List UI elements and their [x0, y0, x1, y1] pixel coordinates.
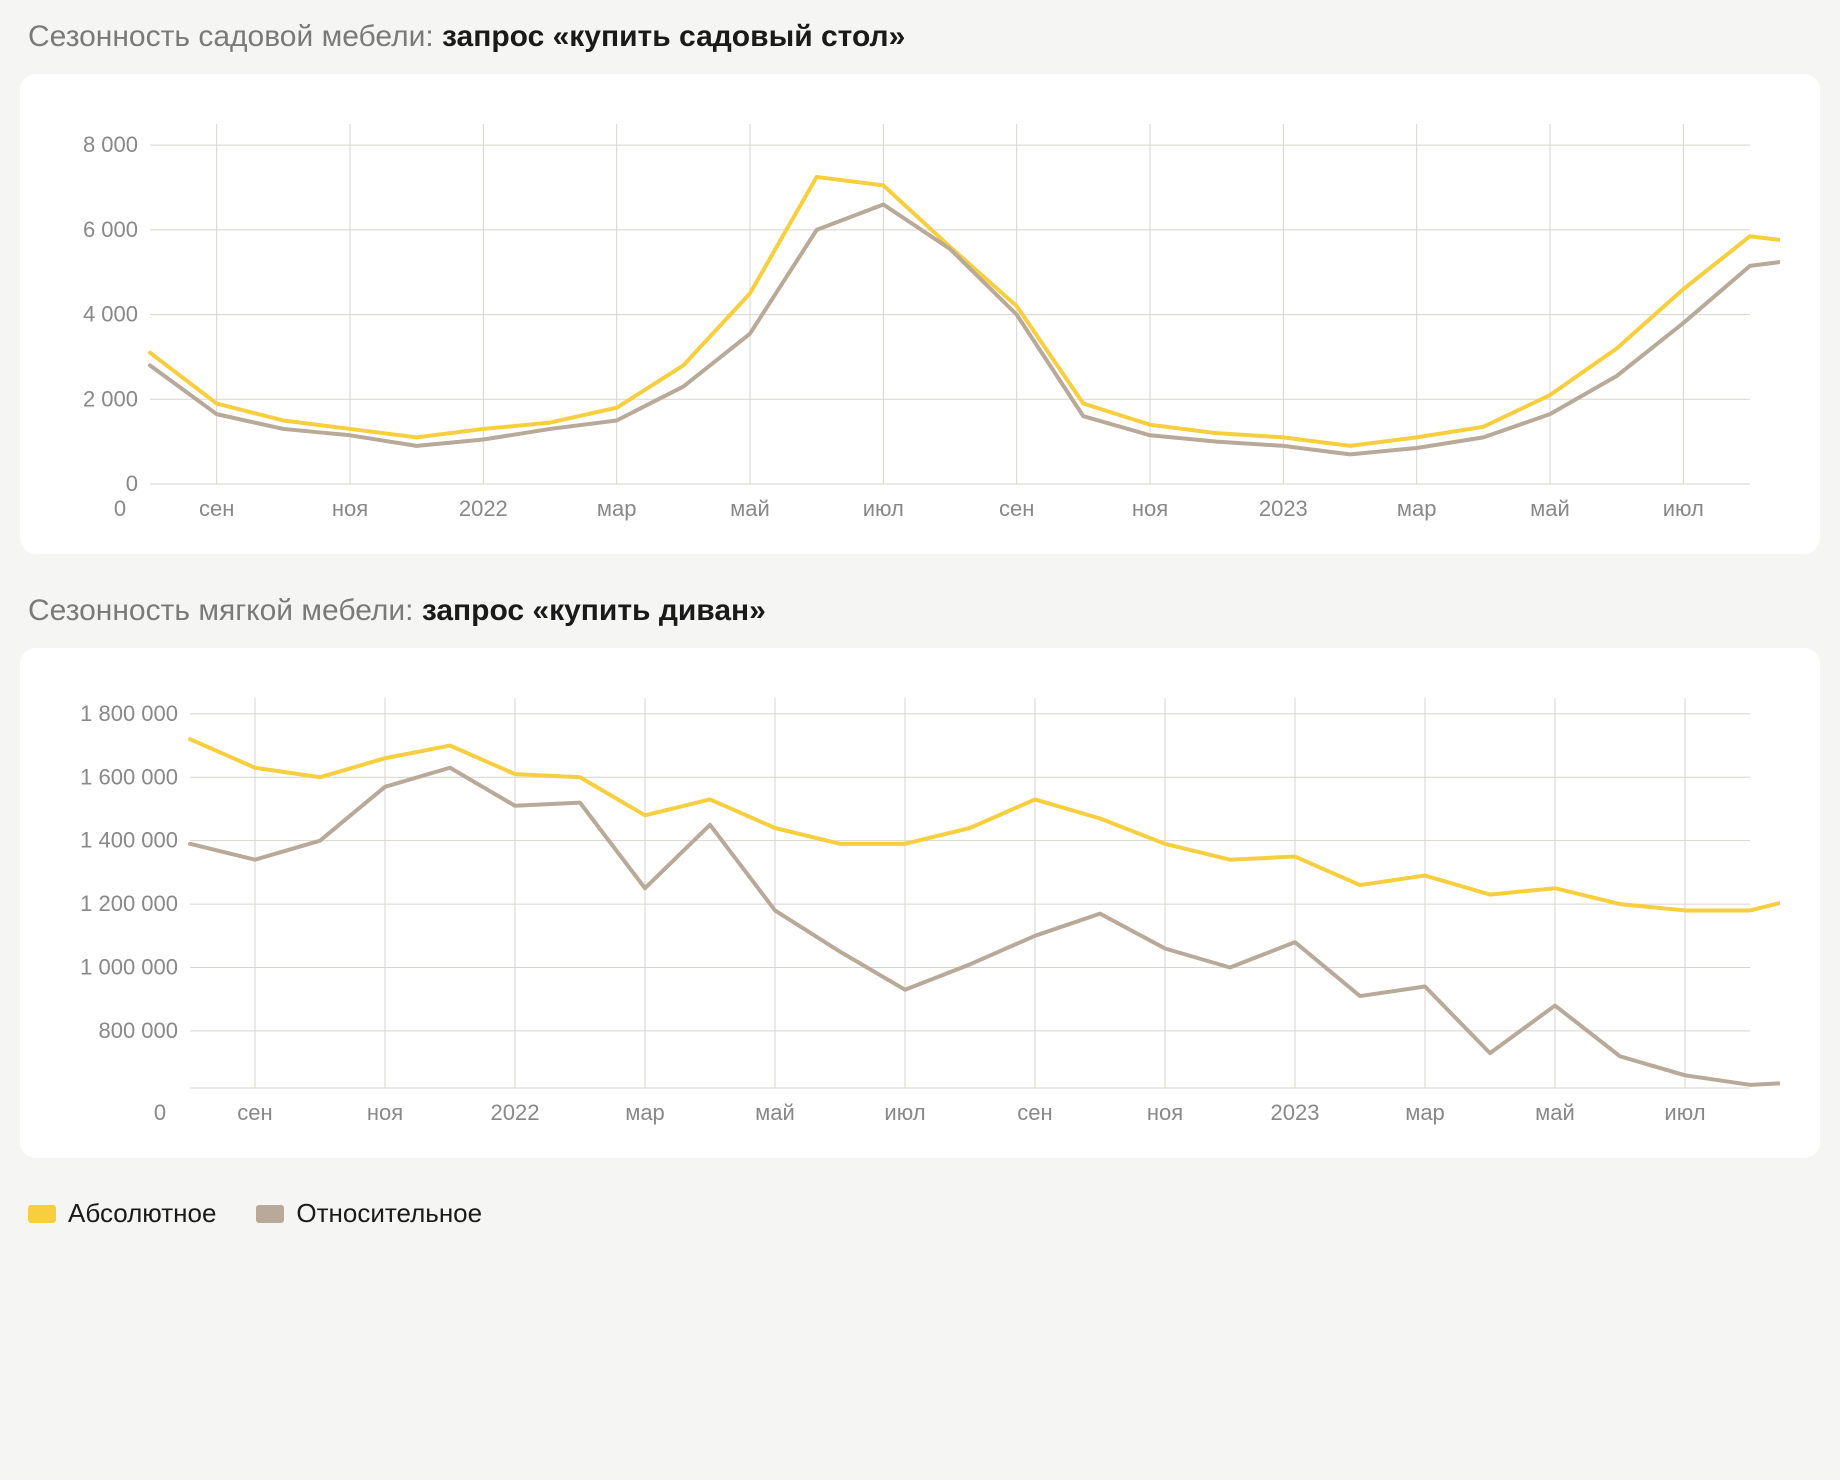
svg-text:сен: сен — [1017, 1100, 1052, 1125]
chart1-title-bold: запрос «купить садовый стол» — [442, 20, 905, 53]
svg-text:2023: 2023 — [1259, 496, 1308, 521]
svg-text:2022: 2022 — [459, 496, 508, 521]
svg-text:сен: сен — [199, 496, 234, 521]
chart1-title: Сезонность садовой мебели: запрос «купит… — [20, 20, 1820, 54]
svg-text:ноя: ноя — [1147, 1100, 1183, 1125]
svg-text:2 000: 2 000 — [83, 386, 138, 411]
svg-text:0: 0 — [154, 1100, 166, 1125]
svg-text:1 000 000: 1 000 000 — [80, 955, 178, 980]
svg-text:май: май — [730, 496, 770, 521]
svg-text:мар: мар — [625, 1100, 665, 1125]
svg-text:июл: июл — [863, 496, 904, 521]
svg-text:июл: июл — [884, 1100, 925, 1125]
svg-text:июл: июл — [1664, 1100, 1705, 1125]
chart2-title-bold: запрос «купить диван» — [422, 594, 766, 627]
svg-text:8 000: 8 000 — [83, 132, 138, 157]
chart2-svg: 800 000 1 000 000 1 200 000 1 400 000 1 600 … — [60, 678, 1780, 1138]
legend-swatch-absolute — [28, 1205, 56, 1223]
legend: Абсолютное Относительное — [20, 1198, 1820, 1229]
legend-label-absolute: Абсолютное — [68, 1198, 216, 1229]
svg-text:мар: мар — [1397, 496, 1437, 521]
svg-text:1 600 000: 1 600 000 — [80, 764, 178, 789]
svg-text:сен: сен — [999, 496, 1034, 521]
legend-item-relative: Относительное — [256, 1198, 482, 1229]
svg-text:ноя: ноя — [367, 1100, 403, 1125]
svg-text:0: 0 — [126, 471, 138, 496]
svg-text:2023: 2023 — [1271, 1100, 1320, 1125]
svg-text:ноя: ноя — [1132, 496, 1168, 521]
chart2-title-prefix: Сезонность мягкой мебели: — [28, 594, 422, 627]
chart1-svg: 0 2 000 4 000 6 000 8 000 сен ноя 2022 мар май июл… — [60, 104, 1780, 534]
svg-text:1 200 000: 1 200 000 — [80, 891, 178, 916]
svg-text:4 000: 4 000 — [83, 302, 138, 327]
svg-text:май: май — [1535, 1100, 1575, 1125]
svg-text:июл: июл — [1663, 496, 1704, 521]
svg-text:2022: 2022 — [491, 1100, 540, 1125]
svg-text:6 000: 6 000 — [83, 217, 138, 242]
legend-item-absolute: Абсолютное — [28, 1198, 216, 1229]
svg-text:май: май — [755, 1100, 795, 1125]
svg-text:ноя: ноя — [332, 496, 368, 521]
svg-text:0: 0 — [114, 496, 126, 521]
svg-text:мар: мар — [597, 496, 637, 521]
chart1-title-prefix: Сезонность садовой мебели: — [28, 20, 442, 53]
legend-swatch-relative — [256, 1205, 284, 1223]
svg-text:1 800 000: 1 800 000 — [80, 701, 178, 726]
svg-text:800 000: 800 000 — [98, 1018, 178, 1043]
chart2-card: 800 000 1 000 000 1 200 000 1 400 000 1 600 … — [20, 648, 1820, 1158]
svg-text:1 400 000: 1 400 000 — [80, 828, 178, 853]
svg-text:сен: сен — [237, 1100, 272, 1125]
svg-text:мар: мар — [1405, 1100, 1445, 1125]
chart1-card: 0 2 000 4 000 6 000 8 000 сен ноя 2022 мар май июл… — [20, 74, 1820, 554]
chart2-title: Сезонность мягкой мебели: запрос «купить… — [20, 594, 1820, 628]
legend-label-relative: Относительное — [296, 1198, 482, 1229]
svg-text:май: май — [1530, 496, 1570, 521]
